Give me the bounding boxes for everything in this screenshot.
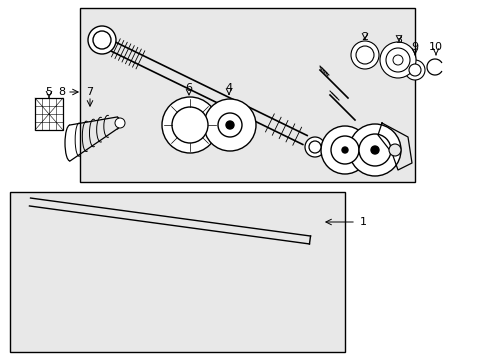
- Circle shape: [341, 147, 347, 153]
- Text: 2: 2: [361, 32, 368, 42]
- Circle shape: [370, 146, 378, 154]
- Text: 8: 8: [58, 87, 65, 97]
- Ellipse shape: [408, 64, 420, 76]
- Circle shape: [392, 55, 402, 65]
- Text: 5: 5: [45, 87, 52, 97]
- Ellipse shape: [88, 26, 116, 54]
- FancyBboxPatch shape: [80, 8, 414, 182]
- Ellipse shape: [203, 99, 256, 151]
- Ellipse shape: [172, 107, 207, 143]
- Ellipse shape: [320, 126, 368, 174]
- Ellipse shape: [348, 124, 400, 176]
- Ellipse shape: [358, 134, 390, 166]
- Ellipse shape: [305, 137, 325, 157]
- Text: 4: 4: [225, 83, 232, 93]
- Ellipse shape: [350, 41, 378, 69]
- Ellipse shape: [162, 97, 218, 153]
- Ellipse shape: [385, 48, 409, 72]
- Ellipse shape: [330, 136, 358, 164]
- Text: 10: 10: [428, 42, 442, 52]
- Text: 9: 9: [410, 42, 418, 52]
- Ellipse shape: [218, 113, 242, 137]
- Text: 3: 3: [395, 35, 402, 45]
- Text: 7: 7: [86, 87, 93, 97]
- Ellipse shape: [404, 60, 424, 80]
- FancyBboxPatch shape: [35, 98, 63, 130]
- Circle shape: [388, 144, 400, 156]
- Text: 1: 1: [359, 217, 366, 227]
- Text: 6: 6: [185, 83, 192, 93]
- Ellipse shape: [93, 31, 111, 49]
- Circle shape: [225, 121, 234, 129]
- Ellipse shape: [308, 141, 320, 153]
- Circle shape: [115, 118, 125, 128]
- FancyBboxPatch shape: [10, 192, 345, 352]
- Ellipse shape: [355, 46, 373, 64]
- Ellipse shape: [379, 42, 415, 78]
